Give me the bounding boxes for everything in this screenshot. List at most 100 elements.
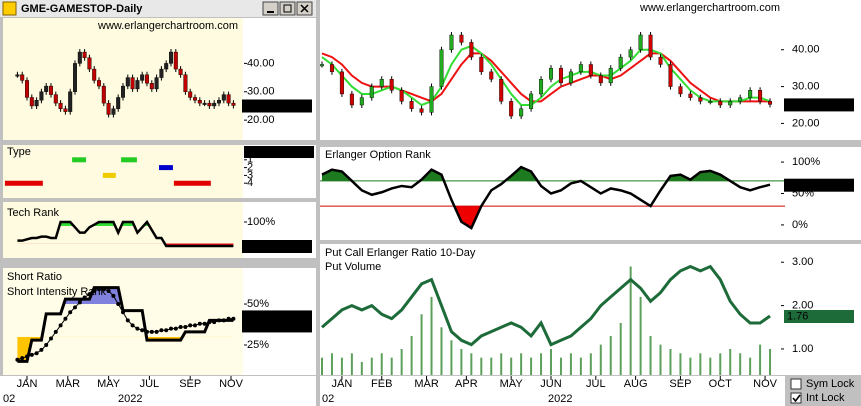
candle: [728, 101, 733, 106]
candle: [658, 56, 663, 65]
intensity-dot: [92, 288, 97, 293]
candle: [130, 77, 135, 90]
intensity-dot: [73, 305, 77, 310]
y-tick-label: 20.00: [792, 117, 820, 129]
label-column: [243, 18, 316, 140]
intensity-dot: [183, 324, 188, 329]
intensity-dot: [106, 288, 111, 293]
intensity-dot: [202, 321, 207, 326]
candle: [34, 100, 39, 107]
candle: [197, 100, 202, 104]
intensity-dot: [34, 351, 39, 356]
candle: [449, 34, 454, 50]
intensity-dot: [145, 329, 149, 334]
x-tick-label: MAR: [56, 378, 81, 390]
y-tick-label: 30.00: [792, 80, 820, 92]
y-tick-label: 100%: [247, 216, 275, 228]
short-ratio-line: [17, 286, 234, 363]
option-rank-line: [321, 165, 771, 230]
y-tick-label: 30.00: [247, 86, 275, 98]
candle: [125, 77, 130, 87]
candle: [688, 93, 693, 98]
year-label: 2022: [548, 393, 572, 405]
panel-subtitle: Put Volume: [325, 261, 381, 273]
y-tick-label: 0%: [792, 219, 808, 231]
label-column: [785, 0, 861, 140]
x-tick-label: MAY: [500, 378, 524, 390]
intensity-dot: [116, 302, 121, 307]
candle: [29, 97, 34, 107]
candle: [140, 74, 145, 81]
y-tick-label: 100%: [792, 156, 820, 168]
y-tick-label: 2.00: [792, 300, 813, 312]
candle: [149, 83, 154, 90]
intensity-dot: [226, 316, 231, 321]
candle: [87, 57, 92, 70]
intensity-dot: [20, 356, 25, 361]
x-tick-label: JAN: [17, 378, 38, 390]
intensity-dot: [68, 310, 73, 315]
checkbox[interactable]: [790, 378, 802, 390]
intensity-dot: [111, 293, 116, 298]
candle: [439, 49, 444, 87]
panel-title: Erlanger Option Rank: [325, 149, 431, 161]
candle: [758, 90, 763, 102]
candle: [53, 94, 58, 104]
intensity-dot: [44, 343, 49, 348]
put-call-panel: [320, 244, 785, 375]
y-tick-label: 1: [247, 154, 253, 166]
intensity-dot: [212, 320, 217, 325]
y-tick-label: 40.00: [792, 44, 820, 56]
maximize-button[interactable]: [279, 1, 296, 16]
candle: [96, 80, 101, 87]
put-call-line: [321, 264, 771, 347]
date-start: 02: [3, 393, 15, 405]
title-bar: [0, 0, 316, 17]
candle: [598, 75, 603, 84]
candle: [459, 34, 464, 43]
y-tick-label: 50%: [247, 298, 269, 310]
candle: [221, 94, 226, 101]
panel-subtitle: Short Intensity Rank: [7, 286, 107, 298]
intensity-dot: [63, 316, 68, 321]
candle: [349, 93, 354, 106]
watermark: www.erlangerchartroom.com: [639, 2, 780, 14]
candle: [164, 63, 169, 70]
last-price-label: 25.16: [787, 99, 815, 111]
intensity-dot: [154, 329, 159, 334]
intensity-dot: [221, 318, 226, 323]
x-axis-area: [0, 376, 316, 406]
last-tech-rank-label-box: [242, 240, 312, 253]
panel-title: Short Ratio: [7, 271, 62, 283]
x-tick-label: APR: [455, 378, 478, 390]
checkbox[interactable]: [790, 392, 802, 404]
x-tick-label: MAY: [97, 378, 121, 390]
candle: [618, 56, 623, 69]
intensity-dot: [25, 354, 29, 359]
candle: [63, 108, 68, 112]
last-price-label: 25.16: [245, 100, 273, 112]
x-tick-label: NOV: [219, 378, 244, 390]
intensity-dot: [58, 323, 63, 328]
checkbox-label[interactable]: Sym Lock: [806, 378, 855, 390]
checkbox-label[interactable]: Int Lock: [806, 392, 845, 404]
y-tick-label: 2: [247, 162, 253, 174]
candle: [216, 100, 221, 104]
intensity-dot: [178, 324, 183, 329]
minimize-button[interactable]: [262, 1, 279, 16]
last-option-rank-label-box: [784, 178, 854, 192]
candle: [101, 85, 106, 104]
intensity-dot: [49, 336, 53, 341]
candle: [628, 49, 633, 58]
candle: [144, 74, 149, 84]
candle: [15, 74, 20, 77]
candle: [82, 51, 87, 58]
candle: [25, 80, 30, 98]
intensity-dot: [87, 292, 92, 297]
intensity-dot: [53, 329, 58, 334]
app-icon: [2, 1, 17, 16]
x-tick-label: SEP: [669, 378, 691, 390]
candle: [509, 101, 514, 117]
candle: [419, 108, 424, 113]
